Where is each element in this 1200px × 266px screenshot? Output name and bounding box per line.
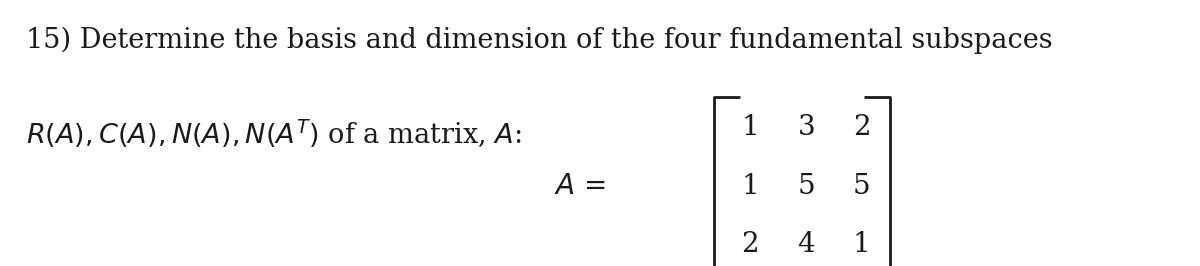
- Text: $R(A), C(A), N(A), N(A^T)$ of a matrix, $A$:: $R(A), C(A), N(A), N(A^T)$ of a matrix, …: [26, 117, 522, 149]
- Text: 1: 1: [742, 114, 758, 141]
- Text: 1: 1: [853, 231, 870, 258]
- Text: 3: 3: [798, 114, 815, 141]
- Text: 2: 2: [853, 114, 870, 141]
- Text: 1: 1: [742, 173, 758, 200]
- Text: 5: 5: [853, 173, 870, 200]
- Text: 15) Determine the basis and dimension of the four fundamental subspaces: 15) Determine the basis and dimension of…: [26, 27, 1054, 54]
- Text: $A$ =: $A$ =: [554, 173, 606, 200]
- Text: 5: 5: [798, 173, 815, 200]
- Text: 2: 2: [742, 231, 758, 258]
- Text: 4: 4: [798, 231, 815, 258]
